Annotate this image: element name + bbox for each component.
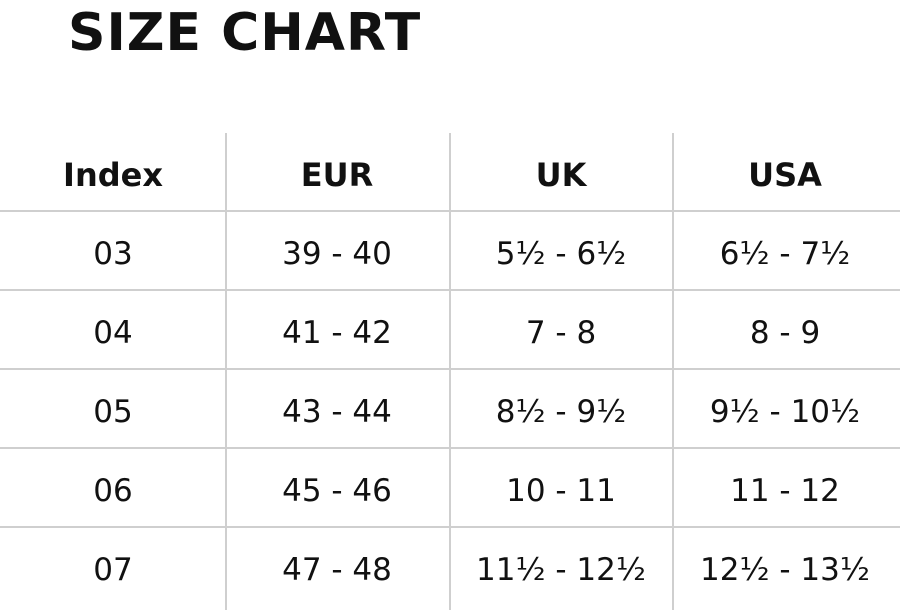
column-header: EUR [300,156,374,194]
table-cell: 06 [93,473,133,509]
table-cell: 8½ - 9½ [495,394,627,430]
table-cell: 41 - 42 [282,315,392,351]
column-header: Index [63,156,163,194]
table-cell: 7 - 8 [525,315,597,351]
table-cell: 11½ - 12½ [476,552,646,588]
column-header: USA [748,156,822,194]
table-cell: 12½ - 13½ [700,552,870,588]
table-cell: 45 - 46 [282,473,392,509]
row-divider [0,526,900,528]
table-cell: 10 - 11 [506,473,616,509]
table-cell: 5½ - 6½ [495,236,627,272]
table-cell: 05 [93,394,133,430]
column-divider [449,133,451,610]
table-cell: 43 - 44 [282,394,392,430]
table-cell: 11 - 12 [730,473,840,509]
column-divider [225,133,227,610]
column-header: UK [535,156,587,194]
table-cell: 8 - 9 [749,315,821,351]
row-divider [0,447,900,449]
page-title: SIZE CHART [68,3,422,63]
table-cell: 39 - 40 [282,236,392,272]
column-divider [672,133,674,610]
table-cell: 47 - 48 [282,552,392,588]
table-cell: 6½ - 7½ [719,236,851,272]
row-divider [0,210,900,212]
table-cell: 04 [93,315,133,351]
row-divider [0,368,900,370]
row-divider [0,289,900,291]
table-cell: 9½ - 10½ [709,394,861,430]
table-cell: 07 [93,552,133,588]
table-cell: 03 [93,236,133,272]
